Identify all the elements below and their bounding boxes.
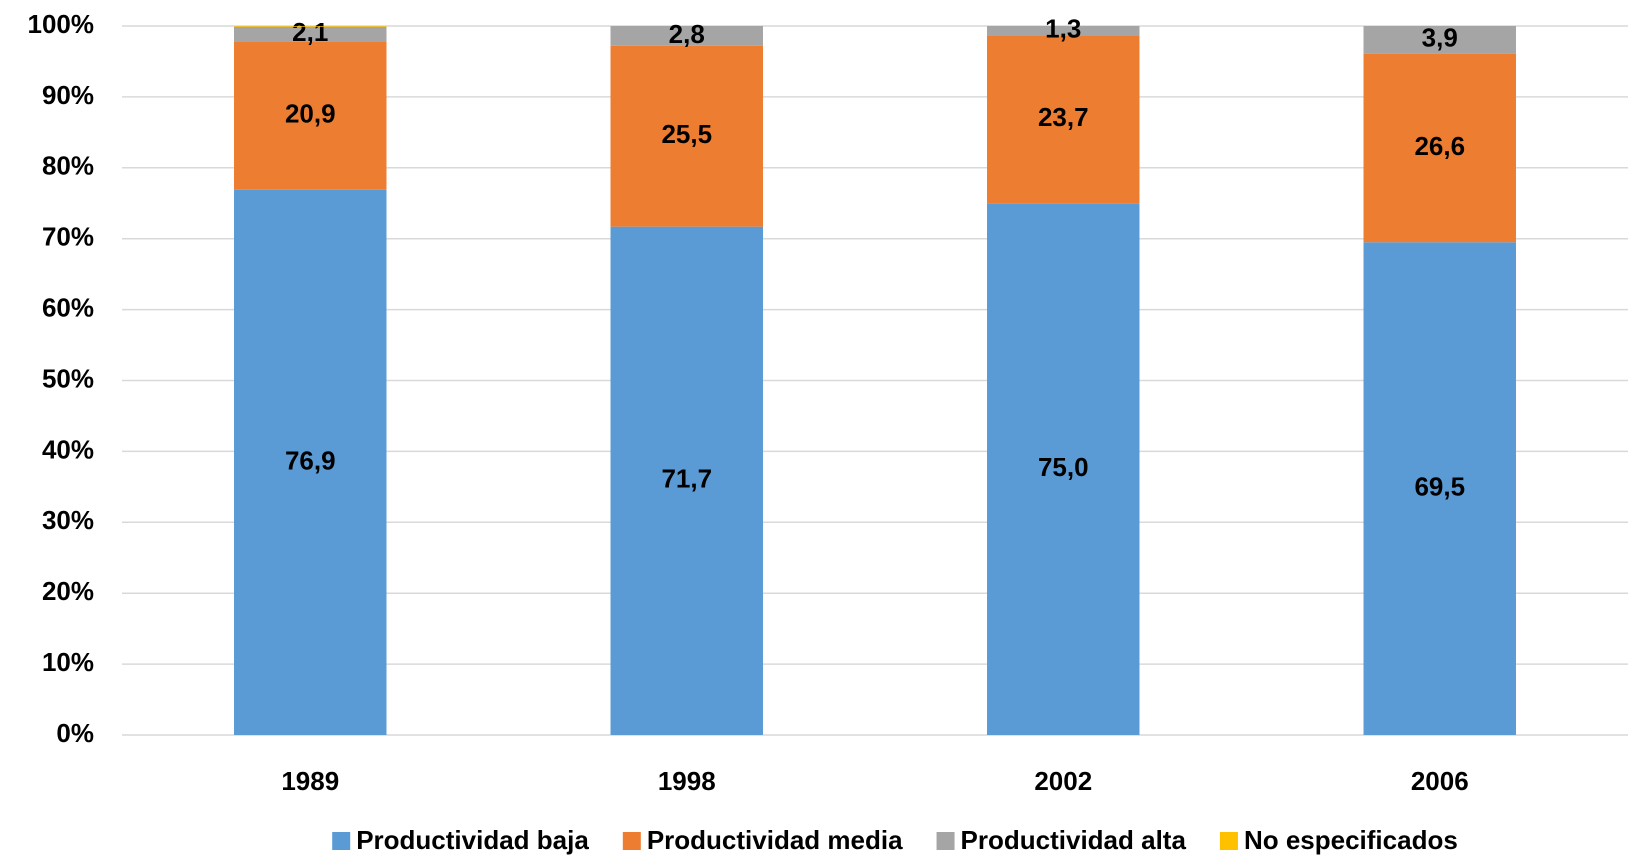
y-tick-label: 100% xyxy=(28,9,95,39)
legend-swatch xyxy=(936,832,955,850)
y-tick-label: 30% xyxy=(42,505,94,535)
y-tick-label: 60% xyxy=(42,292,94,322)
bar-segment xyxy=(610,226,763,735)
y-tick-label: 10% xyxy=(42,647,94,677)
legend-swatch xyxy=(1219,832,1238,850)
legend-label: No especificados xyxy=(1244,825,1458,855)
bar-segment xyxy=(610,45,763,227)
bar-segment xyxy=(987,203,1140,735)
data-label: 69,5 xyxy=(1414,471,1465,501)
data-label: 3,9 xyxy=(1422,23,1458,53)
bar-segment xyxy=(987,35,1140,204)
data-label: 71,7 xyxy=(661,464,712,494)
y-tick-label: 90% xyxy=(42,80,94,110)
data-label: 23,7 xyxy=(1038,102,1089,132)
bar-segment xyxy=(234,189,387,736)
legend-swatch xyxy=(622,832,641,850)
bar-segment xyxy=(1363,53,1516,243)
legend-label: Productividad media xyxy=(647,825,903,855)
y-tick-label: 0% xyxy=(56,718,94,748)
data-label: 75,0 xyxy=(1038,452,1089,482)
bar-segment xyxy=(1363,26,1516,54)
data-label: 20,9 xyxy=(285,99,336,129)
y-tick-label: 40% xyxy=(42,434,94,464)
bar-segment xyxy=(610,26,763,46)
legend-label: Productividad baja xyxy=(356,825,589,855)
data-label: 25,5 xyxy=(661,119,712,149)
data-label: 26,6 xyxy=(1414,131,1465,161)
legend-label: Productividad alta xyxy=(961,825,1187,855)
legend-swatch xyxy=(332,832,351,850)
data-label: 2,1 xyxy=(292,17,328,47)
data-label: 2,8 xyxy=(669,19,705,49)
y-tick-label: 50% xyxy=(42,363,94,393)
y-tick-label: 80% xyxy=(42,151,94,181)
data-label: 1,3 xyxy=(1045,13,1081,43)
y-tick-label: 20% xyxy=(42,576,94,606)
x-tick-label: 1989 xyxy=(281,766,339,796)
x-tick-label: 2002 xyxy=(1034,766,1092,796)
bar-segment xyxy=(1363,242,1516,735)
bar-segment xyxy=(234,26,387,42)
x-tick-label: 1998 xyxy=(658,766,716,796)
bar-segment xyxy=(987,26,1140,36)
x-tick-label: 2006 xyxy=(1411,766,1469,796)
data-label: 76,9 xyxy=(285,445,336,475)
bar-segment xyxy=(234,41,387,190)
y-tick-label: 70% xyxy=(42,222,94,252)
bar-segment xyxy=(234,26,387,27)
